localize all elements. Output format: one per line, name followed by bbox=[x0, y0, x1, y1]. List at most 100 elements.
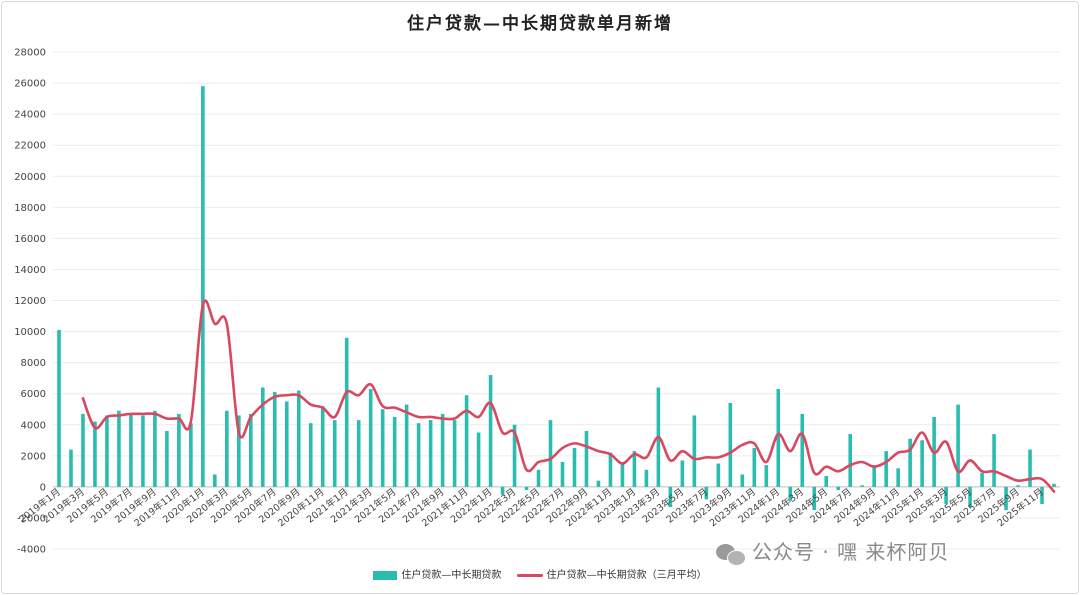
bar bbox=[1040, 486, 1044, 504]
bar bbox=[404, 404, 409, 487]
y-tick-label: 22000 bbox=[14, 141, 46, 152]
bar bbox=[980, 472, 984, 487]
bar bbox=[201, 86, 205, 487]
y-tick-label: 24000 bbox=[14, 110, 46, 121]
bar bbox=[368, 389, 373, 487]
y-tick-label: 18000 bbox=[14, 203, 46, 214]
bar bbox=[272, 392, 277, 487]
bar bbox=[812, 486, 817, 511]
bar bbox=[129, 413, 133, 487]
legend-label-line: 住户贷款—中长期贷款（三月平均） bbox=[546, 570, 707, 581]
y-tick-label: 14000 bbox=[14, 265, 46, 276]
bar bbox=[69, 449, 73, 487]
bar bbox=[1028, 449, 1032, 487]
bar bbox=[512, 424, 517, 487]
bar bbox=[728, 403, 733, 487]
bar bbox=[872, 465, 876, 487]
chart-title: 住户贷款—中长期贷款单月新增 bbox=[407, 14, 673, 34]
bar bbox=[260, 387, 265, 487]
bar bbox=[692, 415, 697, 487]
bar bbox=[488, 375, 493, 487]
bar bbox=[1016, 485, 1020, 487]
bar bbox=[992, 434, 996, 487]
y-axis-ticks: -4000 -2000 0 2000 4000 6000 8000 10000 12000 140… bbox=[14, 48, 46, 556]
bar bbox=[956, 404, 960, 487]
y-tick-label: 0 bbox=[40, 482, 46, 493]
bar bbox=[608, 452, 613, 487]
wechat-icon bbox=[716, 542, 746, 566]
bar bbox=[225, 410, 229, 487]
bar bbox=[476, 432, 481, 487]
bar bbox=[620, 462, 625, 487]
bar bbox=[848, 434, 853, 487]
bar bbox=[428, 420, 433, 487]
y-tick-label: 8000 bbox=[21, 358, 46, 369]
bar bbox=[237, 415, 241, 487]
bar bbox=[356, 420, 361, 487]
bar bbox=[740, 474, 745, 487]
bar bbox=[668, 486, 673, 508]
bar bbox=[249, 413, 253, 487]
y-tick-label: 28000 bbox=[14, 48, 46, 59]
bar bbox=[584, 430, 589, 487]
bar bbox=[920, 440, 924, 487]
bar bbox=[177, 413, 181, 487]
bar bbox=[704, 486, 709, 500]
bar bbox=[332, 420, 337, 487]
y-tick-label: 10000 bbox=[14, 327, 46, 338]
bar bbox=[464, 395, 469, 487]
bar bbox=[824, 476, 829, 487]
bar bbox=[524, 486, 529, 490]
bar bbox=[596, 480, 601, 487]
legend-item-line[interactable]: 住户贷款—中长期贷款（三月平均） bbox=[516, 566, 707, 581]
legend-label-bar: 住户贷款—中长期贷款 bbox=[401, 570, 502, 581]
bar bbox=[560, 462, 565, 487]
bar bbox=[800, 413, 805, 487]
legend-swatch-line bbox=[516, 573, 543, 577]
bar bbox=[548, 420, 553, 487]
watermark: 公众号 · 嘿 来杯阿贝 bbox=[716, 536, 949, 566]
bar bbox=[296, 390, 301, 487]
bar bbox=[944, 486, 948, 504]
watermark-text: 公众号 · 嘿 来杯阿贝 bbox=[752, 540, 950, 564]
bar bbox=[908, 438, 912, 487]
bar bbox=[788, 486, 793, 501]
bar bbox=[93, 421, 97, 487]
bar bbox=[320, 406, 325, 487]
bar bbox=[776, 389, 781, 487]
bar bbox=[632, 451, 637, 487]
bar bbox=[57, 330, 61, 487]
bar bbox=[500, 486, 505, 495]
bar bbox=[141, 415, 145, 487]
bar bbox=[536, 469, 541, 487]
bar bbox=[213, 474, 217, 487]
bar bbox=[896, 468, 900, 487]
bar bbox=[572, 448, 577, 487]
y-tick-label: 12000 bbox=[14, 296, 46, 307]
y-tick-label: -2000 bbox=[17, 513, 46, 524]
bar bbox=[416, 423, 421, 487]
bar bbox=[644, 469, 649, 487]
legend-item-bar[interactable]: 住户贷款—中长期贷款 bbox=[373, 566, 501, 581]
bar bbox=[153, 410, 157, 487]
legend-swatch-bar bbox=[373, 570, 398, 580]
legend: 住户贷款—中长期贷款 住户贷款—中长期贷款（三月平均） bbox=[0, 566, 1080, 581]
bar bbox=[284, 401, 289, 487]
bar bbox=[117, 410, 121, 487]
bar bbox=[344, 337, 349, 487]
average-line bbox=[81, 299, 1056, 493]
bar bbox=[380, 409, 385, 487]
bar bbox=[165, 430, 169, 487]
y-tick-label: 16000 bbox=[14, 234, 46, 245]
bar bbox=[1052, 483, 1056, 487]
bar bbox=[440, 413, 445, 487]
bar-series bbox=[57, 86, 1056, 511]
bar bbox=[189, 423, 193, 487]
y-tick-label: 20000 bbox=[14, 172, 46, 183]
bar bbox=[764, 465, 769, 487]
bar bbox=[1004, 486, 1008, 511]
y-tick-label: 26000 bbox=[14, 79, 46, 90]
bar bbox=[452, 420, 457, 487]
